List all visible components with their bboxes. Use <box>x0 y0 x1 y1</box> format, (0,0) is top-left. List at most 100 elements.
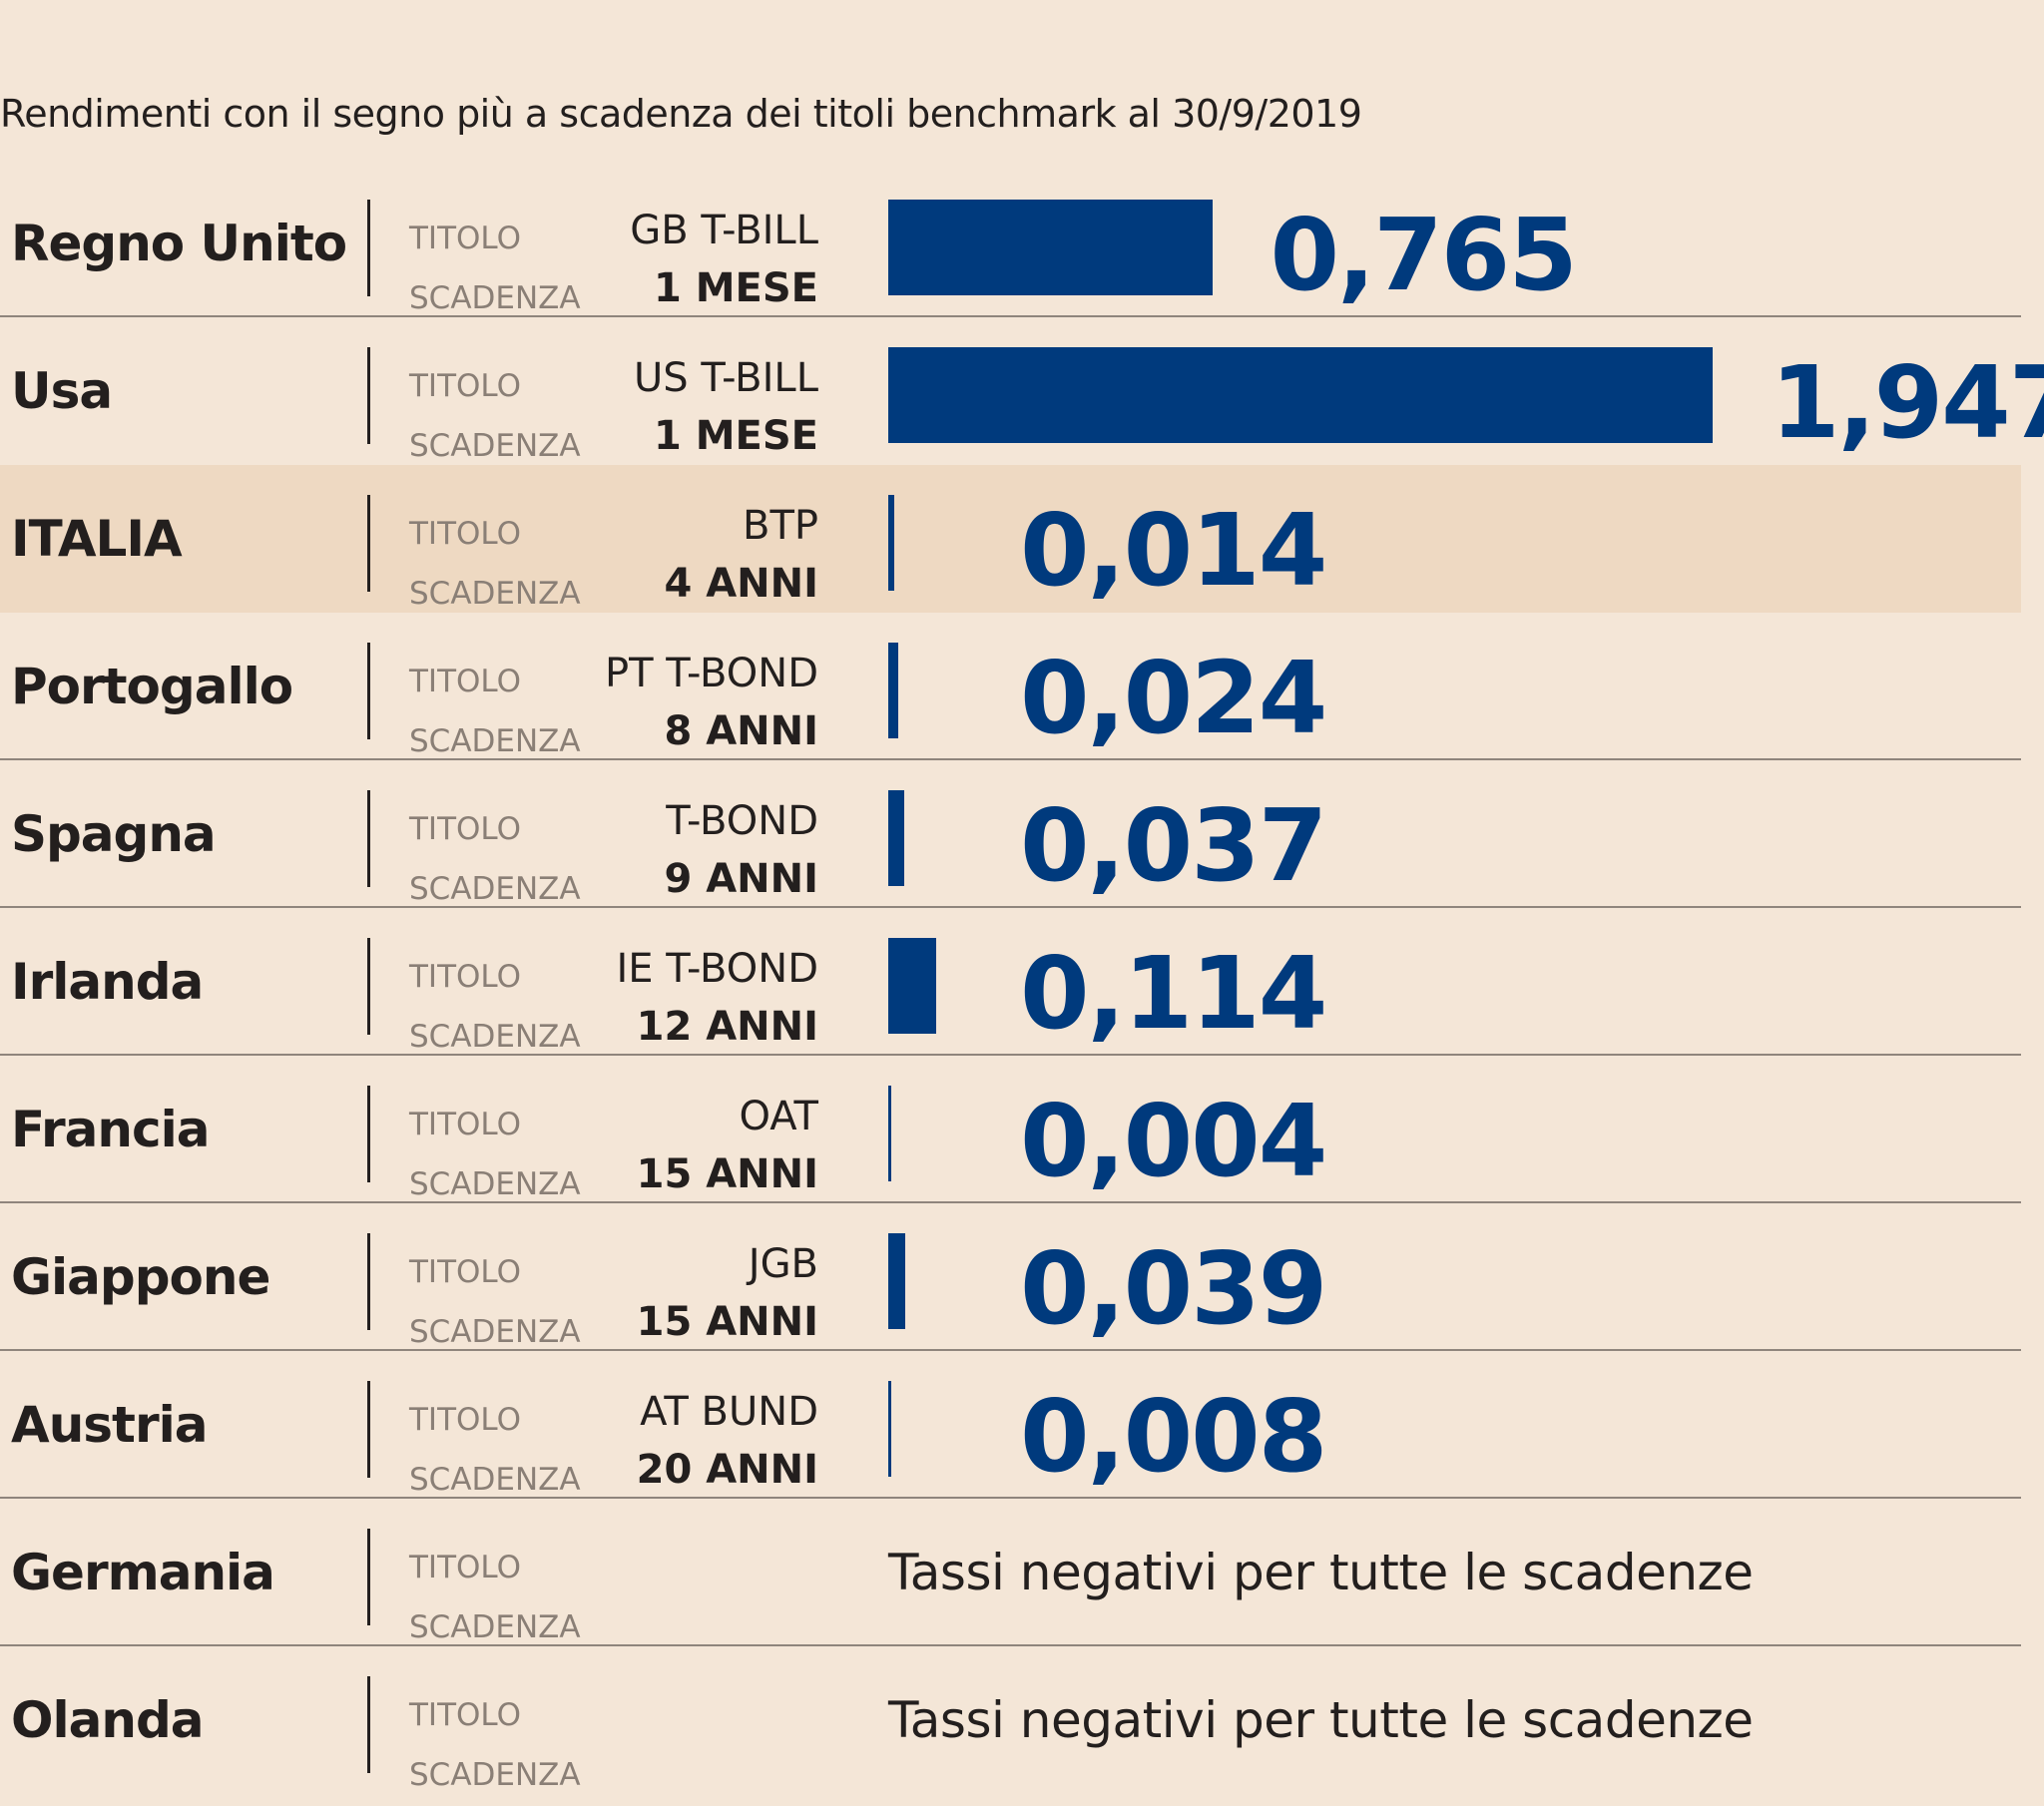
country-label: Spagna <box>11 805 217 863</box>
bond-name: US T-BILL <box>634 355 818 401</box>
row-separator <box>0 315 2021 317</box>
note-text: Tassi negativi per tutte le scadenze <box>888 1691 1754 1749</box>
bar <box>888 790 904 886</box>
row-divider <box>367 1529 370 1625</box>
titolo-label: TITOLO <box>409 221 521 256</box>
scadenza-label: SCADENZA <box>409 280 581 316</box>
table-row: ITALIA TITOLO SCADENZA BTP 4 ANNI 0,014 <box>0 465 2021 613</box>
scadenza-label: SCADENZA <box>409 1314 581 1350</box>
titolo-label: TITOLO <box>409 959 521 995</box>
country-label: Austria <box>11 1396 208 1454</box>
row-divider <box>367 200 370 296</box>
row-separator <box>0 1201 2021 1203</box>
row-separator <box>0 1497 2021 1499</box>
titolo-label: TITOLO <box>409 664 521 699</box>
row-divider <box>367 1233 370 1330</box>
bar <box>888 200 1213 295</box>
row-divider <box>367 790 370 887</box>
table-row: Irlanda TITOLO SCADENZA IE T-BOND 12 ANNI 0,1… <box>0 908 2021 1056</box>
row-divider <box>367 495 370 592</box>
bar <box>888 1086 891 1181</box>
bond-name: OAT <box>739 1094 818 1139</box>
bond-name: JGB <box>748 1241 818 1287</box>
row-separator <box>0 1349 2021 1351</box>
table-row: Spagna TITOLO SCADENZA T-BOND 9 ANNI 0,037 <box>0 760 2021 908</box>
country-label: Giappone <box>11 1248 270 1306</box>
value-label: 0,765 <box>1270 197 1578 313</box>
bond-name: IE T-BOND <box>616 946 819 992</box>
value-label: 0,004 <box>1020 1083 1327 1199</box>
table-row: Germania TITOLO SCADENZA Tassi negativi per… <box>0 1499 2021 1646</box>
bar <box>888 1381 892 1477</box>
bond-maturity: 20 ANNI <box>636 1447 818 1493</box>
country-label: Portogallo <box>11 658 293 715</box>
row-divider <box>367 938 370 1035</box>
bond-name: PT T-BOND <box>605 651 818 696</box>
row-divider <box>367 643 370 739</box>
value-label: 0,039 <box>1020 1230 1327 1347</box>
country-label: Francia <box>11 1101 210 1158</box>
bar <box>888 1233 905 1329</box>
country-label: Olanda <box>11 1691 205 1749</box>
table-row: Regno Unito TITOLO SCADENZA GB T-BILL 1 MESE… <box>0 170 2021 317</box>
value-label: 0,024 <box>1020 640 1327 756</box>
titolo-label: TITOLO <box>409 1254 521 1290</box>
country-label: Usa <box>11 362 113 420</box>
scadenza-label: SCADENZA <box>409 1019 581 1055</box>
bond-maturity: 1 MESE <box>653 265 818 311</box>
row-divider <box>367 1086 370 1182</box>
value-label: 0,008 <box>1020 1378 1327 1495</box>
bond-maturity: 1 MESE <box>653 413 818 459</box>
table-row: Usa TITOLO SCADENZA US T-BILL 1 MESE 1,947 <box>0 317 2044 465</box>
titolo-label: TITOLO <box>409 368 521 404</box>
bar <box>888 495 894 591</box>
scadenza-label: SCADENZA <box>409 1166 581 1202</box>
titolo-label: TITOLO <box>409 1402 521 1438</box>
bond-maturity: 4 ANNI <box>664 561 818 607</box>
country-label: Irlanda <box>11 953 204 1011</box>
titolo-label: TITOLO <box>409 811 521 847</box>
scadenza-label: SCADENZA <box>409 871 581 907</box>
bar <box>888 938 937 1034</box>
country-label: ITALIA <box>11 510 183 568</box>
bar <box>888 347 1713 443</box>
row-separator <box>0 1054 2021 1056</box>
value-label: 0,037 <box>1020 787 1327 904</box>
bond-maturity: 9 ANNI <box>664 856 818 902</box>
scadenza-label: SCADENZA <box>409 1757 581 1793</box>
bond-maturity: 15 ANNI <box>636 1299 818 1345</box>
country-label: Germania <box>11 1544 275 1601</box>
table-row: Giappone TITOLO SCADENZA JGB 15 ANNI 0,039 <box>0 1203 2021 1351</box>
value-label: 1,947 <box>1771 344 2044 461</box>
table-row: Austria TITOLO SCADENZA AT BUND 20 ANNI 0,008 <box>0 1351 2021 1499</box>
bond-name: BTP <box>743 503 818 549</box>
titolo-label: TITOLO <box>409 1697 521 1733</box>
row-divider <box>367 347 370 444</box>
scadenza-label: SCADENZA <box>409 1609 581 1645</box>
bar <box>888 643 899 738</box>
row-divider <box>367 1676 370 1773</box>
bond-maturity: 8 ANNI <box>664 708 818 754</box>
bond-maturity: 12 ANNI <box>636 1004 818 1050</box>
scadenza-label: SCADENZA <box>409 1462 581 1498</box>
table-row: Portogallo TITOLO SCADENZA PT T-BOND 8 ANNI 0… <box>0 613 2021 760</box>
row-separator <box>0 906 2021 908</box>
bond-maturity: 15 ANNI <box>636 1151 818 1197</box>
titolo-label: TITOLO <box>409 1550 521 1585</box>
row-separator <box>0 1644 2021 1646</box>
value-label: 0,114 <box>1020 935 1327 1052</box>
chart-subtitle: Rendimenti con il segno più a scadenza d… <box>0 92 1362 136</box>
scadenza-label: SCADENZA <box>409 576 581 612</box>
row-separator <box>0 758 2021 760</box>
country-label: Regno Unito <box>11 215 347 272</box>
table-row: Olanda TITOLO SCADENZA Tassi negativi per t… <box>0 1646 2021 1794</box>
bond-name: T-BOND <box>666 798 818 844</box>
scadenza-label: SCADENZA <box>409 723 581 759</box>
note-text: Tassi negativi per tutte le scadenze <box>888 1544 1754 1601</box>
bond-name: GB T-BILL <box>630 208 818 253</box>
table-row: Francia TITOLO SCADENZA OAT 15 ANNI 0,004 <box>0 1056 2021 1203</box>
titolo-label: TITOLO <box>409 516 521 552</box>
titolo-label: TITOLO <box>409 1107 521 1142</box>
value-label: 0,014 <box>1020 492 1327 609</box>
